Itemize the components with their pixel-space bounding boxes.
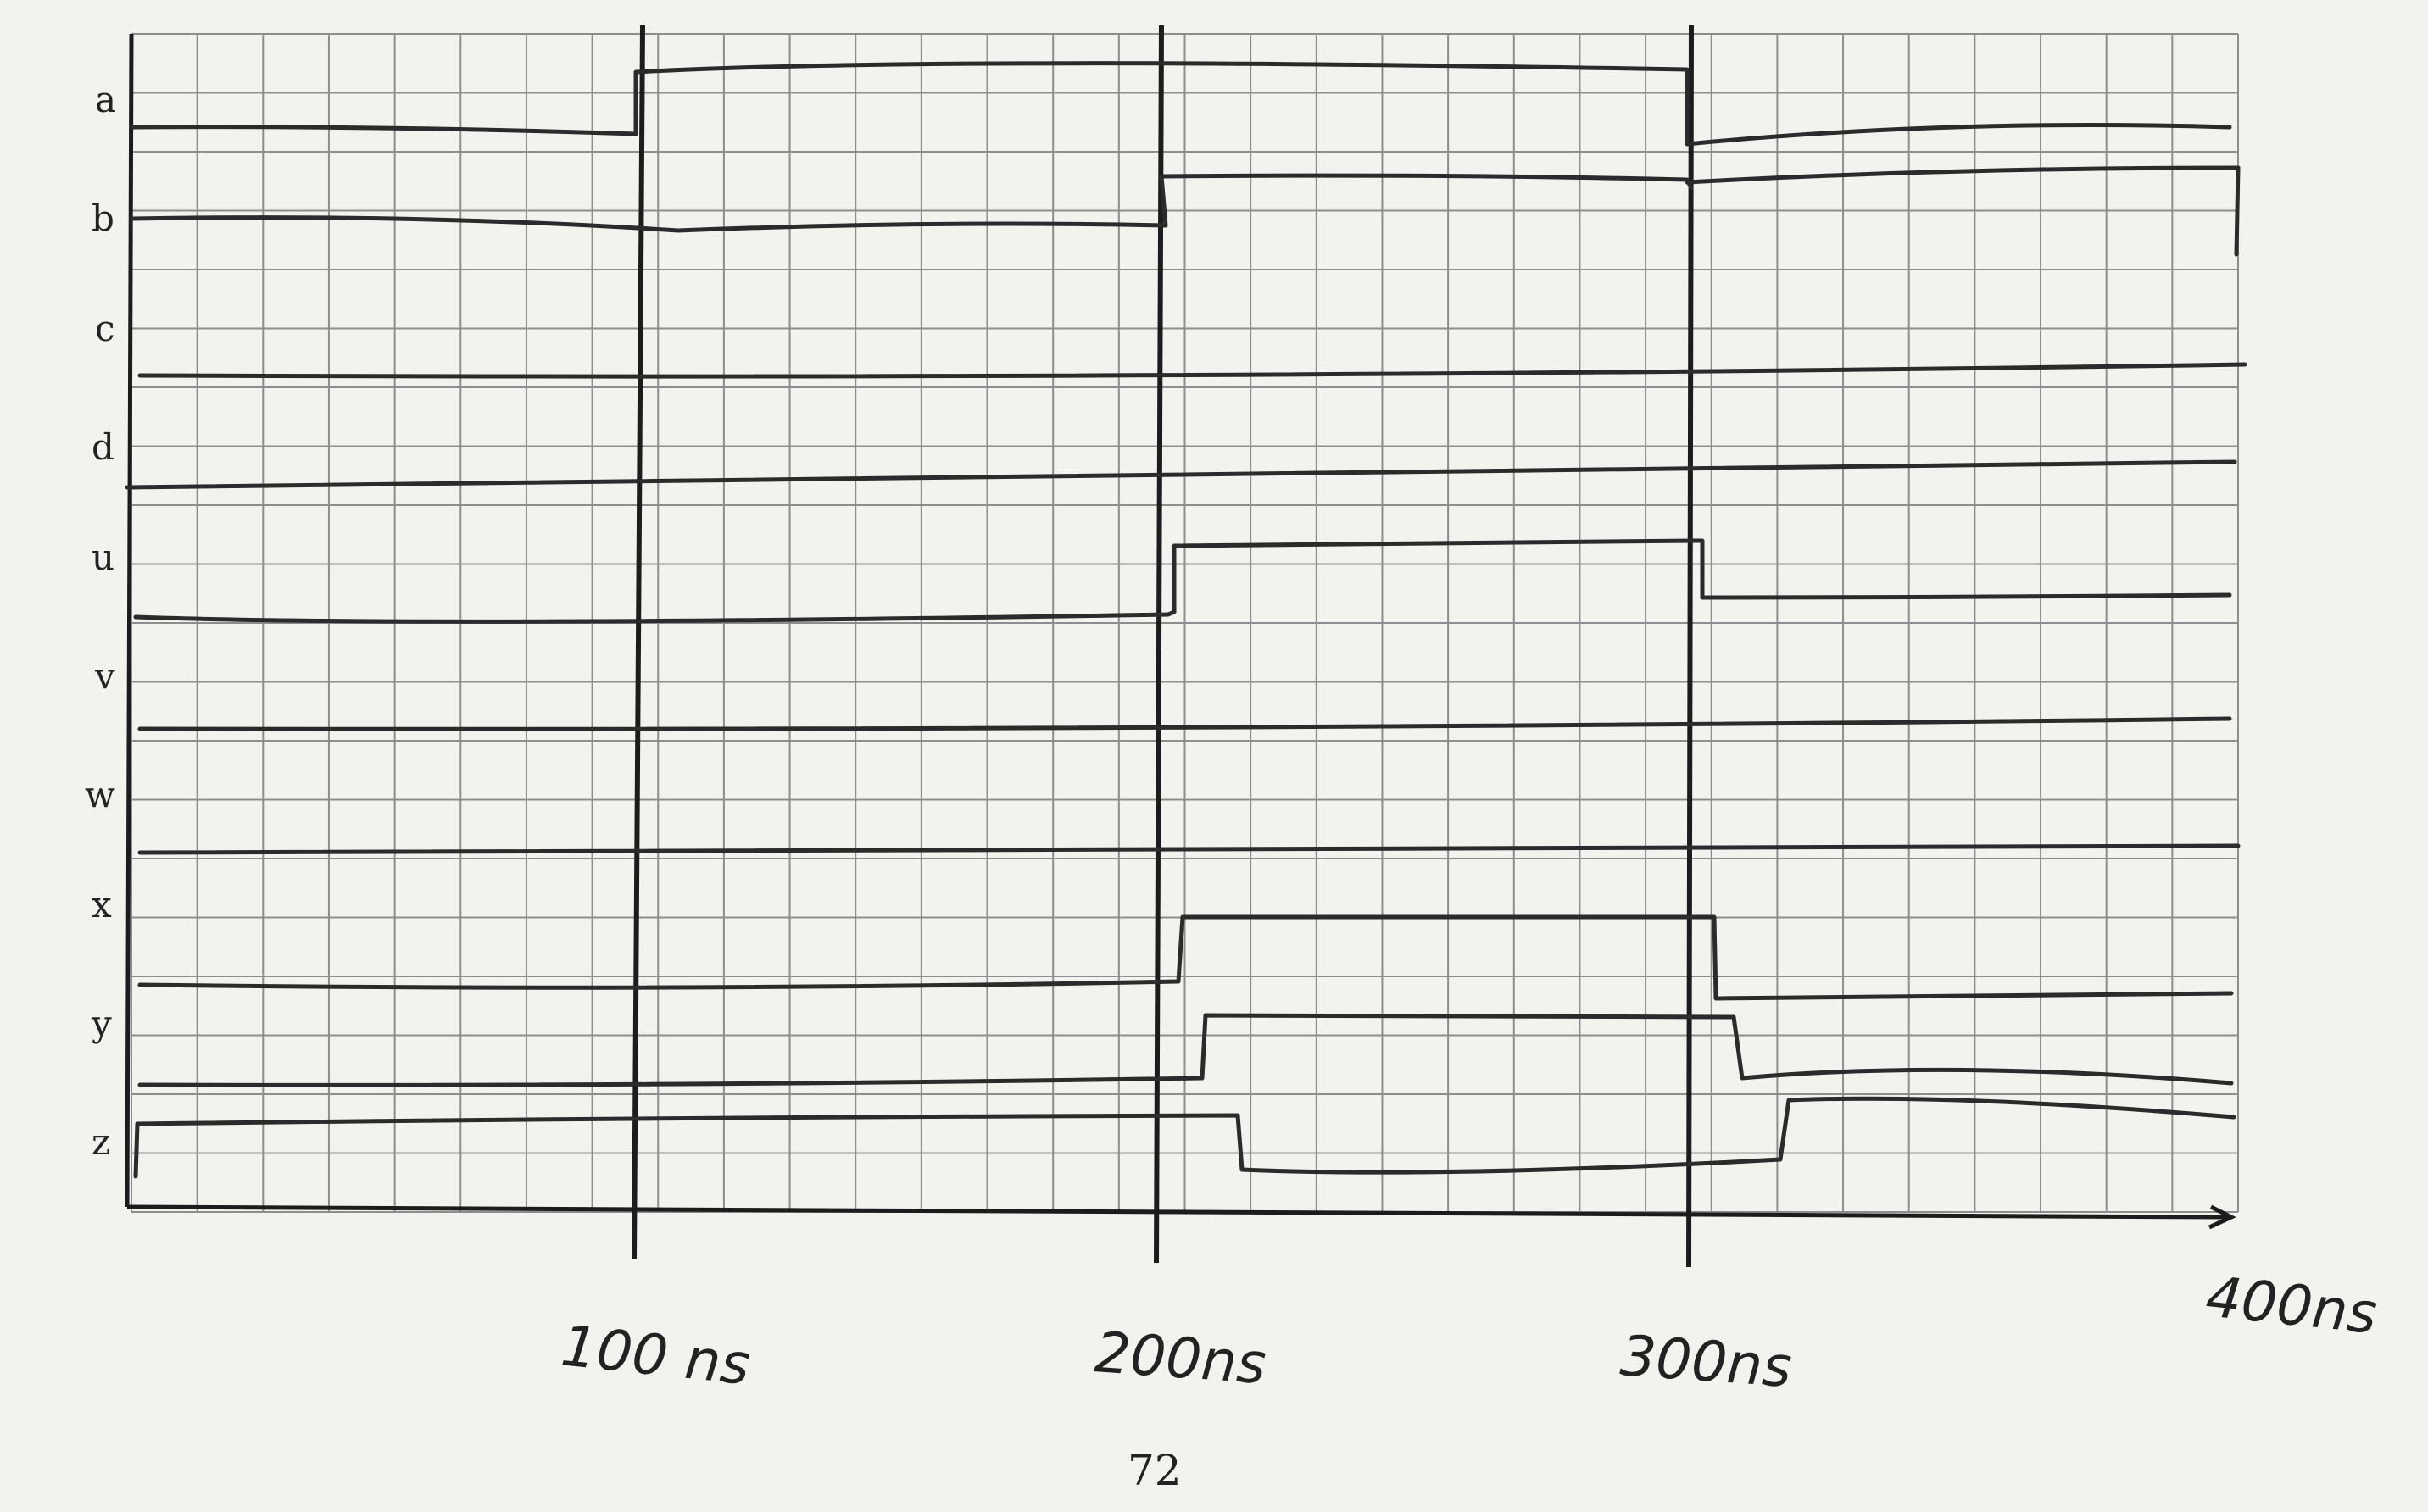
signal-label-a: a [95, 79, 116, 120]
marker-100ns [632, 25, 645, 1259]
waveform-c [137, 362, 2247, 379]
waveform-v [137, 716, 2232, 731]
signal-label-d: d [92, 426, 114, 468]
waveform-d [125, 459, 2237, 490]
signal-label-v: v [94, 655, 115, 697]
waveform-a [129, 61, 2232, 147]
y-axis [125, 33, 134, 1208]
waveform-y [137, 1013, 2234, 1087]
page-number: 72 [1128, 1446, 1182, 1495]
time-axis [126, 1204, 2230, 1220]
signal-label-c: c [95, 308, 115, 349]
marker-300ns [1686, 25, 1694, 1268]
time-label-200ns: 200ns [1093, 1320, 1268, 1397]
waveform-x [137, 914, 2234, 1001]
waveform-w [137, 843, 2241, 855]
waveform-z [133, 1096, 2236, 1179]
signal-label-x: x [92, 884, 112, 926]
time-label-300ns: 300ns [1618, 1323, 1794, 1400]
time-axis-arrow-icon [2208, 1204, 2236, 1230]
waveform-a-branch [1685, 165, 2241, 185]
signal-label-w: w [85, 774, 115, 815]
waveform-u [133, 538, 2232, 624]
waveform-b-tail [2234, 165, 2241, 257]
waveform-b [129, 173, 1694, 233]
signal-label-z: z [92, 1121, 110, 1163]
signal-label-b: b [92, 197, 114, 239]
signal-label-u: u [92, 536, 114, 578]
marker-200ns [1154, 25, 1164, 1264]
signal-label-y: y [91, 1003, 112, 1044]
